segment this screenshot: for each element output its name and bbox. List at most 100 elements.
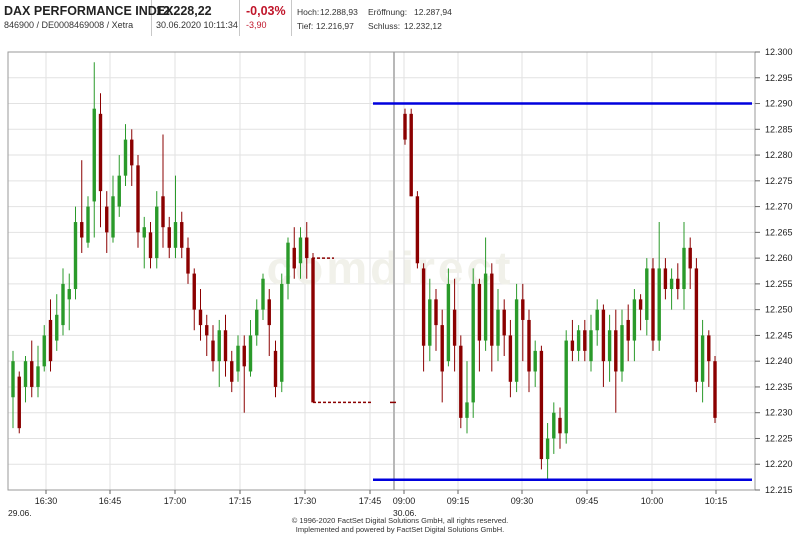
- candle-body: [67, 289, 71, 300]
- x-tick-label: 17:00: [164, 496, 187, 506]
- candle-body: [36, 366, 40, 387]
- y-tick-label: 12.290: [765, 99, 793, 109]
- candle-body: [92, 108, 96, 202]
- candle-body: [465, 402, 469, 418]
- candle-body: [676, 278, 680, 290]
- change-percent: -0,03%: [246, 4, 286, 18]
- horizontal-lines: [373, 102, 752, 481]
- change-absolute: -3,90: [246, 20, 267, 30]
- low-value: 12.216,97: [316, 21, 354, 31]
- y-tick-label: 12.270: [765, 202, 793, 212]
- stats-cell: Hoch: 12.288,93 Eröffnung: 12.287,94 Tie…: [292, 0, 452, 36]
- y-tick-label: 12.245: [765, 330, 793, 340]
- candle-body: [298, 237, 303, 264]
- x-tick-label: 09:00: [393, 496, 416, 506]
- candle-body: [236, 345, 240, 372]
- candle-body: [545, 438, 550, 460]
- low-label: Tief:: [297, 21, 314, 31]
- candle-body: [514, 299, 519, 382]
- y-tick-label: 12.260: [765, 253, 793, 263]
- candle-body: [286, 242, 290, 284]
- candle-body: [311, 258, 315, 403]
- date-label: 29.06.: [8, 508, 32, 516]
- candle-body: [521, 299, 525, 320]
- x-tick-label: 16:30: [35, 496, 58, 506]
- y-tick-label: 12.285: [765, 124, 793, 134]
- candle-body: [459, 345, 463, 418]
- index-name[interactable]: DAX PERFORMANCE INDEX: [4, 4, 174, 18]
- price-datetime: 30.06.2020 10:11:34: [156, 20, 238, 30]
- candle-body: [471, 283, 475, 403]
- candle-body: [23, 361, 28, 387]
- y-tick-label: 12.240: [765, 356, 793, 366]
- candle-body: [223, 330, 228, 362]
- close-label: Schluss:: [368, 21, 401, 31]
- candle-body: [496, 309, 500, 346]
- candle-body: [180, 222, 184, 248]
- candle-body: [61, 283, 65, 326]
- candle-body: [292, 247, 296, 269]
- candle-body: [192, 273, 196, 310]
- y-tick-label: 12.220: [765, 459, 793, 469]
- candle-body: [173, 222, 178, 248]
- candle-body: [688, 247, 692, 269]
- candle-body: [657, 268, 661, 341]
- candle-body: [167, 227, 171, 248]
- y-tick-label: 12.250: [765, 305, 793, 315]
- price-cell: 12.228,22 30.06.2020 10:11:34: [152, 0, 240, 36]
- x-tick-label: 17:45: [359, 496, 382, 506]
- x-tick-label: 10:00: [641, 496, 664, 506]
- y-tick-label: 12.235: [765, 382, 793, 392]
- high-label: Hoch:: [297, 7, 320, 17]
- candle-body: [17, 376, 21, 429]
- open-label: Eröffnung:: [368, 7, 408, 17]
- candle-body: [98, 113, 103, 192]
- candle-body: [11, 361, 15, 398]
- candles: [11, 62, 717, 480]
- candle-body: [30, 361, 34, 387]
- candle-body: [446, 283, 451, 362]
- candle-body: [305, 237, 309, 259]
- candle-body: [255, 309, 259, 336]
- candle-body: [558, 417, 562, 434]
- candle-body: [117, 175, 121, 207]
- candle-body: [186, 247, 190, 274]
- candle-body: [564, 340, 568, 434]
- candle-body: [248, 335, 253, 372]
- candlestick-chart: comdirect 12.215 12.220 12.225 12.230 12.235…: [7, 47, 793, 516]
- y-tick-label: 12.225: [765, 433, 793, 443]
- x-tick-label: 17:15: [229, 496, 252, 506]
- candle-body: [428, 299, 432, 346]
- y-tick-label: 12.300: [765, 47, 793, 57]
- candle-body: [415, 196, 420, 264]
- candle-body: [421, 268, 426, 346]
- candle-body: [533, 350, 537, 372]
- candle-body: [73, 222, 78, 290]
- x-tick-label: 09:30: [511, 496, 534, 506]
- candle-body: [626, 319, 630, 341]
- x-tick-label: 17:30: [294, 496, 317, 506]
- candle-body: [601, 309, 606, 362]
- candle-body: [211, 340, 215, 362]
- candle-body: [434, 299, 438, 326]
- candle-body: [483, 273, 488, 341]
- candle-body: [539, 350, 544, 460]
- footer-powered: Implemented and powered by FactSet Digit…: [295, 525, 505, 534]
- candle-body: [440, 325, 444, 372]
- candle-body: [111, 196, 115, 238]
- candle-body: [614, 330, 618, 372]
- index-name-cell: DAX PERFORMANCE INDEX 846900 / DE0008469…: [0, 0, 173, 36]
- candle-body: [230, 361, 234, 382]
- y-tick-label: 12.280: [765, 150, 793, 160]
- x-tick-label: 09:15: [447, 496, 470, 506]
- candle-body: [205, 325, 209, 336]
- date-label: 30.06.: [393, 508, 417, 516]
- candle-body: [700, 335, 705, 382]
- candle-body: [638, 299, 643, 310]
- candle-body: [142, 227, 146, 238]
- candle-body: [713, 361, 717, 418]
- close-value: 12.232,12: [404, 21, 442, 31]
- candle-body: [148, 232, 153, 259]
- candle-body: [682, 247, 686, 290]
- candle-body: [583, 330, 587, 351]
